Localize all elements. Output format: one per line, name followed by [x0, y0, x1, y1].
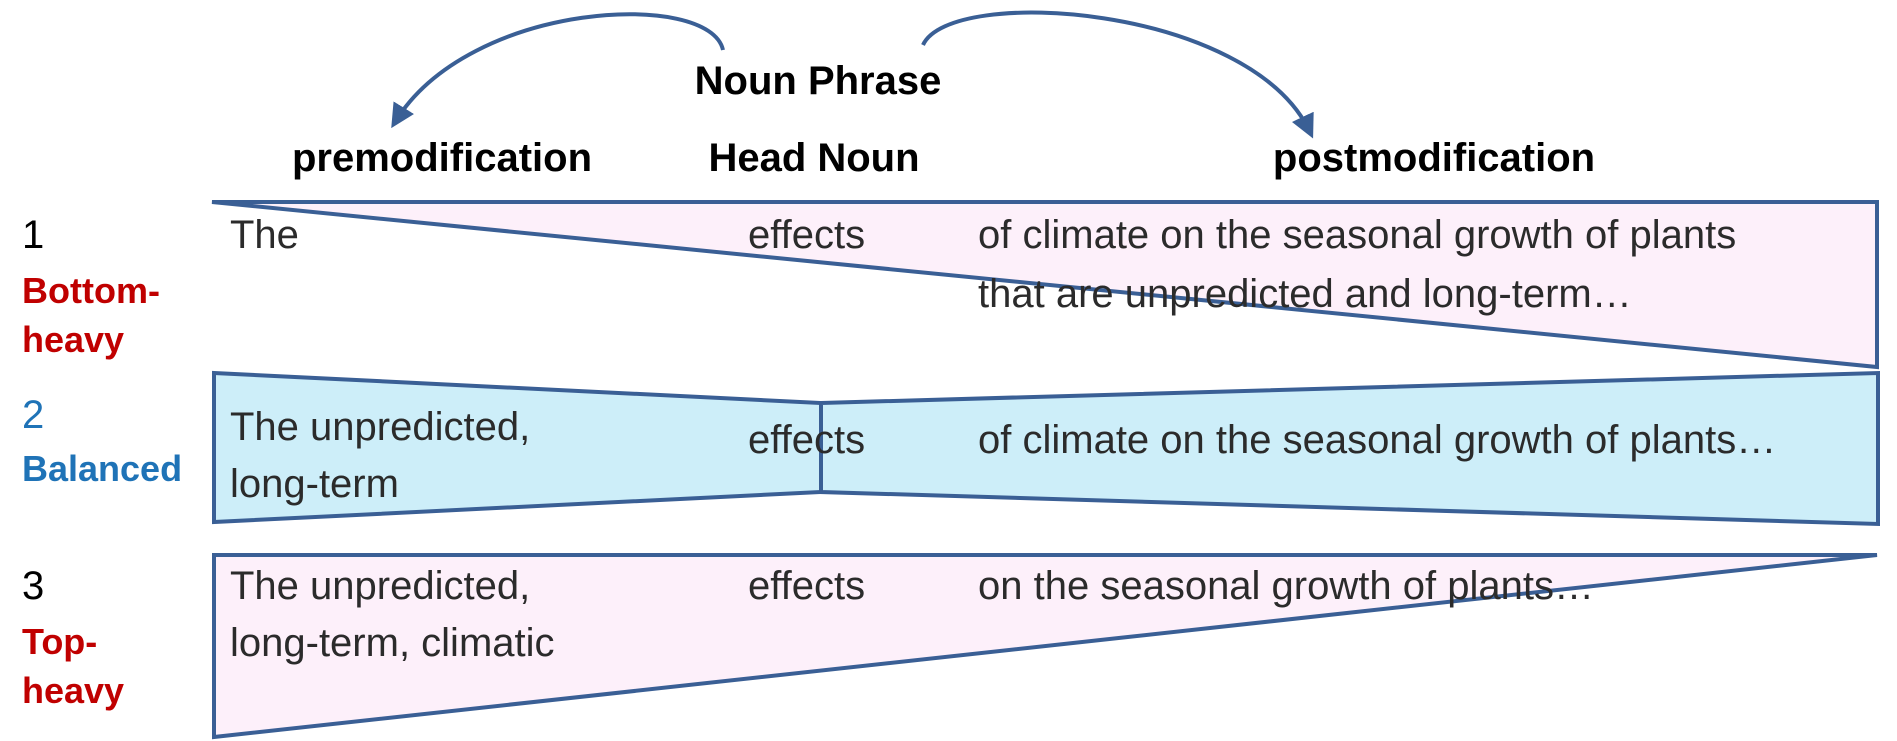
row3-label-line2: heavy	[22, 670, 124, 711]
row1-label-line2: heavy	[22, 319, 124, 360]
arrow-to-postmodification	[921, 10, 1314, 139]
row1-head-noun: effects	[748, 213, 865, 257]
row1-number: 1	[22, 213, 44, 257]
row3-wedge	[212, 553, 1878, 740]
row3-premodifier-line1: The unpredicted,	[230, 564, 530, 608]
row2-premodifier-line1: The unpredicted,	[230, 405, 530, 449]
row1-premodifier: The	[230, 213, 299, 257]
premodification-label: premodification	[292, 136, 592, 180]
postmodification-label: postmodification	[1273, 136, 1595, 180]
row2-premodifier-line2: long-term	[230, 462, 399, 506]
row1-postmodifier-line1: of climate on the seasonal growth of pla…	[978, 213, 1736, 257]
row3-number: 3	[22, 564, 44, 608]
row2-number: 2	[22, 393, 44, 437]
row2-label: Balanced	[22, 448, 182, 489]
row2-head-noun: effects	[748, 418, 865, 462]
head-noun-label: Head Noun	[708, 136, 919, 180]
arrow-to-premodification	[391, 12, 725, 129]
noun-phrase-title: Noun Phrase	[695, 59, 942, 103]
row2-post-shape	[819, 370, 1880, 527]
row3-premodifier-line2: long-term, climatic	[230, 621, 555, 665]
row3-head-noun: effects	[748, 564, 865, 608]
row1-label-line1: Bottom-	[22, 270, 160, 311]
row1-wedge	[211, 200, 1879, 370]
row1-postmodifier-line2: that are unpredicted and long-term…	[978, 272, 1632, 316]
row2-postmodifier: of climate on the seasonal growth of pla…	[978, 418, 1776, 462]
row3-label-line1: Top-	[22, 621, 97, 662]
row3-postmodifier: on the seasonal growth of plants…	[978, 564, 1594, 608]
